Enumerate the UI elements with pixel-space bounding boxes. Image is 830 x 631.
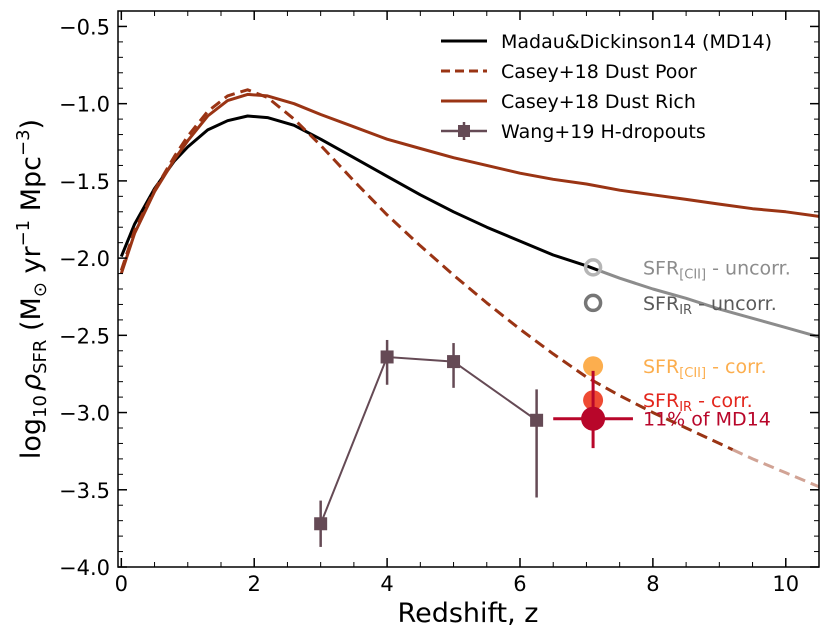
y-label-sub10: 10 <box>30 395 51 418</box>
legend-label-1: Madau&Dickinson14 (MD14) <box>501 31 772 53</box>
sfr-marker-label-2: SFRIR - uncorr. <box>643 293 777 318</box>
series-line-1-faded <box>599 269 819 339</box>
sfr-marker-label-1: SFR[CII] - uncorr. <box>643 257 791 282</box>
series-layer <box>119 88 819 489</box>
legend-swatch-marker <box>458 125 470 137</box>
sfr-marker-5 <box>581 406 606 431</box>
y-label-rho: ρ <box>16 374 47 391</box>
sfr-marker-label-5: 11% of MD14 <box>643 409 771 431</box>
x-tick-label: 10 <box>772 572 799 596</box>
y-tick-label: −3.0 <box>59 402 110 426</box>
h-dropout-points <box>314 339 544 547</box>
y-label-mpc: Mpc <box>16 156 47 220</box>
series-line-2-faded <box>731 448 819 489</box>
h-dropout-point <box>530 413 544 427</box>
y-label-yr: yr <box>16 246 47 283</box>
y-label-sun: ⊙ <box>30 282 51 297</box>
sfr-marker-1 <box>583 258 603 277</box>
legend-label-4: Wang+19 H-dropouts <box>501 121 706 143</box>
y-label-open: (M <box>16 297 47 339</box>
h-dropout-point <box>447 355 461 369</box>
y-tick-label: −2.0 <box>59 247 110 271</box>
legend-label-3: Casey+18 Dust Rich <box>501 91 696 113</box>
y-label-sfr: SFR <box>30 340 51 374</box>
x-tick-label: 2 <box>248 572 261 596</box>
axis-ticks: 0 2 4 6 8 10 −4.0 −3.5 −3.0 −2.5 −2.0 −1.5 −1.0 −0.5 <box>59 11 819 596</box>
series-line-3 <box>119 92 819 275</box>
sfr-marker-label-3: SFR[CII] - corr. <box>643 356 767 381</box>
legend: Madau&Dickinson14 (MD14) Casey+18 Dust Po… <box>441 31 772 143</box>
y-tick-label: −4.0 <box>59 556 110 580</box>
y-label-close: ) <box>16 119 47 130</box>
series-line-2 <box>119 88 734 451</box>
y-label-sup3: −3 <box>13 129 34 156</box>
x-tick-label: 8 <box>646 572 659 596</box>
h-dropout-point <box>314 517 328 531</box>
h-dropout-point <box>380 350 394 364</box>
y-tick-label: −1.0 <box>59 93 110 117</box>
x-tick-label: 6 <box>513 572 526 596</box>
y-tick-label: −0.5 <box>59 15 110 39</box>
y-label-sup1: −1 <box>13 220 34 247</box>
y-tick-label: −3.5 <box>59 479 110 503</box>
x-tick-label: 4 <box>380 572 393 596</box>
y-tick-label: −1.5 <box>59 170 110 194</box>
y-axis-label: log10 ρSFR (M⊙ yr−1 Mpc−3) <box>13 119 51 459</box>
y-tick-label: −2.5 <box>59 324 110 348</box>
sfr-marker-2 <box>583 293 603 313</box>
sfr-marker-3 <box>583 356 604 377</box>
x-axis-label: Redshift, z <box>398 598 539 629</box>
legend-label-2: Casey+18 Dust Poor <box>501 61 697 83</box>
sfr-marker-label-4: SFRIR - corr. <box>643 390 753 415</box>
y-label-log: log <box>16 418 47 459</box>
sfr-markers: SFR[CII] - uncorr. SFRIR - uncorr. SFR[CII… <box>553 257 791 449</box>
h-dropout-connector <box>319 355 538 525</box>
x-tick-label: 0 <box>115 572 128 596</box>
